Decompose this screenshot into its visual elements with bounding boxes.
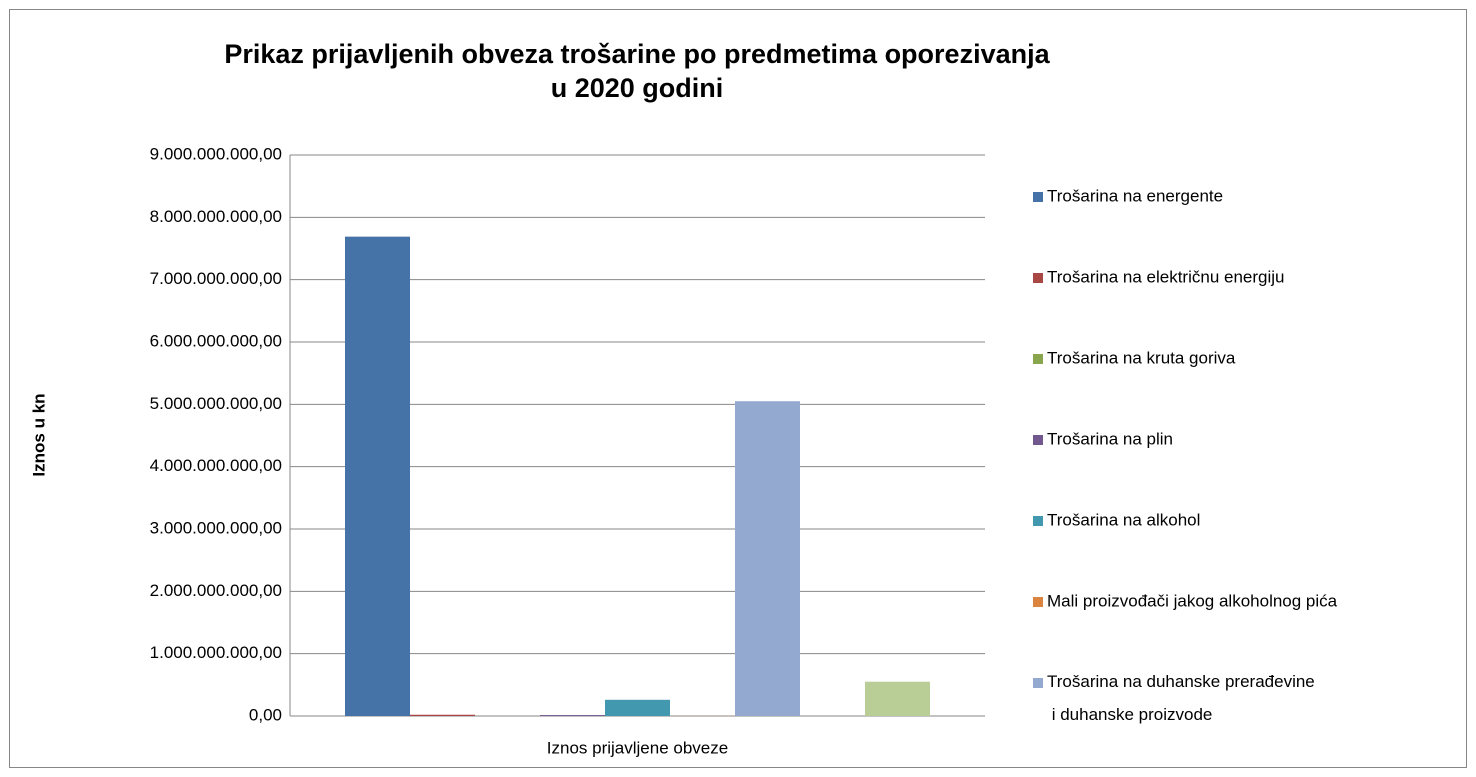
legend-label: Trošarina na duhanske prerađevine i duha… (1047, 672, 1315, 724)
y-tick-label: 0,00 (249, 705, 282, 724)
legend-swatch (1033, 435, 1043, 445)
y-tick-label: 2.000.000.000,00 (150, 581, 282, 600)
y-tick-label: 3.000.000.000,00 (150, 518, 282, 537)
legend-label: Trošarina na električnu energiju (1047, 267, 1285, 286)
legend-label: Trošarina na plin (1047, 429, 1173, 448)
bar (865, 681, 930, 716)
bar (605, 699, 670, 716)
legend-label: Trošarina na alkohol (1047, 510, 1200, 529)
legend-swatch (1033, 597, 1043, 607)
bar (540, 715, 605, 716)
y-tick-label: 9.000.000.000,00 (150, 144, 282, 163)
bar (735, 401, 800, 716)
y-tick-label: 6.000.000.000,00 (150, 331, 282, 350)
y-tick-label: 4.000.000.000,00 (150, 456, 282, 475)
legend-label: Trošarina na kruta goriva (1047, 348, 1236, 367)
y-tick-label: 8.000.000.000,00 (150, 207, 282, 226)
legend-swatch (1033, 273, 1043, 283)
y-tick-label: 1.000.000.000,00 (150, 643, 282, 662)
x-tick-label: Iznos prijavljene obveze (547, 738, 728, 757)
legend-swatch (1033, 354, 1043, 364)
bar (410, 714, 475, 716)
y-tick-label: 5.000.000.000,00 (150, 394, 282, 413)
y-tick-label: 7.000.000.000,00 (150, 269, 282, 288)
legend-swatch (1033, 192, 1043, 202)
legend-swatch (1033, 678, 1043, 688)
bar (345, 236, 410, 716)
y-axis-label: Iznos u kn (29, 393, 48, 476)
chart-title: Prikaz prijavljenih obveza trošarine po … (224, 39, 1050, 103)
legend-label: Mali proizvođači jakog alkoholnog pića (1047, 591, 1338, 610)
legend-label: Trošarina na energente (1047, 186, 1223, 205)
legend-swatch (1033, 516, 1043, 526)
